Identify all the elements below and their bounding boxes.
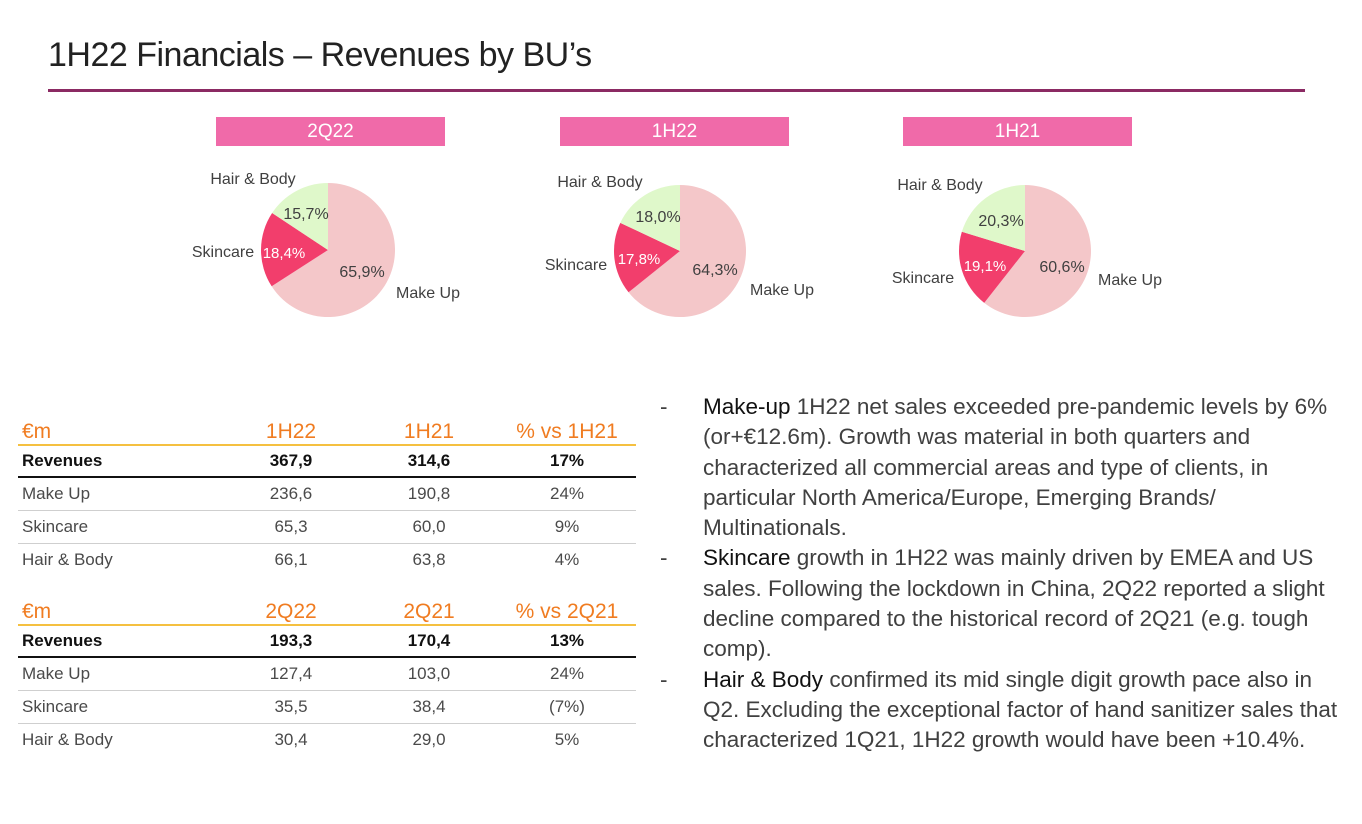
pie-slice-make-up (271, 183, 396, 317)
pie-slice-skincare (613, 222, 680, 293)
table-cell: Hair & Body (18, 543, 222, 576)
table-cell: 30,4 (222, 723, 360, 756)
table-cell: 66,1 (222, 543, 360, 576)
bullet-text: growth in 1H22 was mainly driven by EMEA… (703, 545, 1325, 662)
table-cell: 367,9 (222, 445, 360, 478)
pie-category-label: Make Up (1098, 272, 1162, 289)
pie-data-label: 20,3% (978, 213, 1023, 230)
table-cell: 65,3 (222, 510, 360, 544)
revenue-table-1h: €m 1H22 1H21 % vs 1H21 Revenues 367,9 31… (18, 410, 636, 576)
table-cell: Revenues (18, 445, 222, 478)
pie-slice-skincare (261, 213, 328, 287)
bullet-text: 1H22 net sales exceeded pre-pandemic lev… (703, 394, 1328, 541)
table-cell: 13% (498, 625, 636, 658)
table-header: €m (18, 410, 222, 446)
pie-category-label: Hair & Body (897, 177, 982, 194)
table-header: 1H21 (360, 410, 498, 446)
pie-charts: 65,9% 18,4% 15,7% Hair & Body Skincare Make U… (192, 171, 1162, 317)
pie-category-label: Make Up (396, 285, 460, 302)
pie-category-label: Make Up (750, 282, 814, 299)
pie-slice-hair-body (961, 185, 1025, 251)
table-cell: Make Up (22, 484, 91, 503)
table-cell: Revenues (18, 625, 222, 658)
table-cell: 190,8 (407, 484, 451, 503)
table-cell: 127,4 (269, 664, 313, 683)
table-row: Make Up 127,4 103,0 24% (18, 657, 636, 691)
pie-slice-make-up (628, 185, 747, 317)
table-header: % vs 2Q21 (498, 594, 636, 626)
table-cell: 38,4 (360, 690, 498, 724)
bullet-head: Skincare (703, 545, 791, 571)
table-row: Hair & Body 66,1 63,8 4% (18, 543, 636, 576)
bullet-hair-body: - Hair & Body confirmed its mid single di… (660, 665, 1350, 756)
pie-category-label: Hair & Body (557, 174, 642, 191)
table-cell: 24% (549, 484, 585, 503)
table-cell: 17% (498, 445, 636, 478)
pie-data-label: 65,9% (339, 264, 384, 281)
commentary-bullets: - Make-up 1H22 net sales exceeded pre-pan… (660, 392, 1350, 756)
table-cell: 103,0 (407, 664, 451, 683)
pie-title-1h22: 1H22 (560, 117, 789, 146)
table-cell: 29,0 (360, 723, 498, 756)
table-cell: 236,6 (269, 484, 313, 503)
pie-data-label: 19,1% (964, 258, 1007, 275)
pie-category-label: Skincare (545, 257, 607, 274)
bullet-text: confirmed its mid single digit growth pa… (703, 666, 1338, 753)
bullet-dash: - (660, 666, 668, 692)
table-row: Skincare 65,3 60,0 9% (18, 510, 636, 544)
table-cell: Skincare (18, 690, 222, 724)
table-header: €m (18, 594, 222, 626)
table-row: Revenues 193,3 170,4 13% (18, 625, 636, 658)
bullet-dash: - (660, 394, 668, 419)
table-cell: 60,0 (360, 510, 498, 544)
table-cell: 314,6 (360, 445, 498, 478)
bullet-skincare: - Skincare growth in 1H22 was mainly driv… (660, 543, 1350, 664)
table-cell: 193,3 (222, 625, 360, 658)
pie-category-label: Skincare (892, 270, 954, 287)
pie-slice-skincare (959, 231, 1025, 303)
page-title: 1H22 Financials – Revenues by BU’s (48, 36, 592, 74)
pie-category-label: Skincare (192, 244, 254, 261)
pie-title-2q22: 2Q22 (216, 117, 445, 146)
table-row: Hair & Body 30,4 29,0 5% (18, 723, 636, 756)
pie-slice-hair-body (620, 185, 680, 251)
table-cell: 9% (498, 510, 636, 544)
table-row: Revenues 367,9 314,6 17% (18, 445, 636, 478)
table-cell: 63,8 (360, 543, 498, 576)
table-cell: Hair & Body (18, 723, 222, 756)
pie-data-label: 18,4% (263, 245, 306, 262)
pie-data-label: 18,0% (635, 209, 680, 226)
title-divider (48, 89, 1305, 92)
table-header: 1H22 (222, 410, 360, 446)
bullet-head: Make-up (703, 394, 791, 419)
table-cell: Make Up (22, 664, 91, 683)
revenue-table-2q: €m 2Q22 2Q21 % vs 2Q21 Revenues 193,3 17… (18, 594, 636, 756)
pie-slice-make-up (984, 185, 1091, 317)
table-header: % vs 1H21 (498, 410, 636, 446)
table-cell: 4% (498, 543, 636, 576)
pie-slice-hair-body (272, 183, 328, 250)
table-cell: Skincare (18, 510, 222, 544)
table-cell: 24% (549, 664, 585, 683)
pie-title-1h21: 1H21 (903, 117, 1132, 146)
pie-category-label: Hair & Body (210, 171, 295, 188)
bullet-makeup: - Make-up 1H22 net sales exceeded pre-pan… (660, 392, 1350, 543)
table-cell: 5% (498, 723, 636, 756)
pie-data-label: 15,7% (283, 206, 328, 223)
bullet-head: Hair & Body (703, 666, 824, 692)
table-cell: (7%) (498, 690, 636, 724)
pie-data-label: 60,6% (1039, 259, 1084, 276)
table-row: Skincare 35,5 38,4 (7%) (18, 690, 636, 724)
table-header: 2Q22 (222, 594, 360, 626)
pie-data-label: 64,3% (692, 262, 737, 279)
table-header: 2Q21 (360, 594, 498, 626)
bullet-dash: - (660, 545, 668, 571)
table-cell: 170,4 (360, 625, 498, 658)
table-row: Make Up 236,6 190,8 24% (18, 477, 636, 511)
pie-data-label: 17,8% (618, 251, 661, 268)
table-cell: 35,5 (222, 690, 360, 724)
